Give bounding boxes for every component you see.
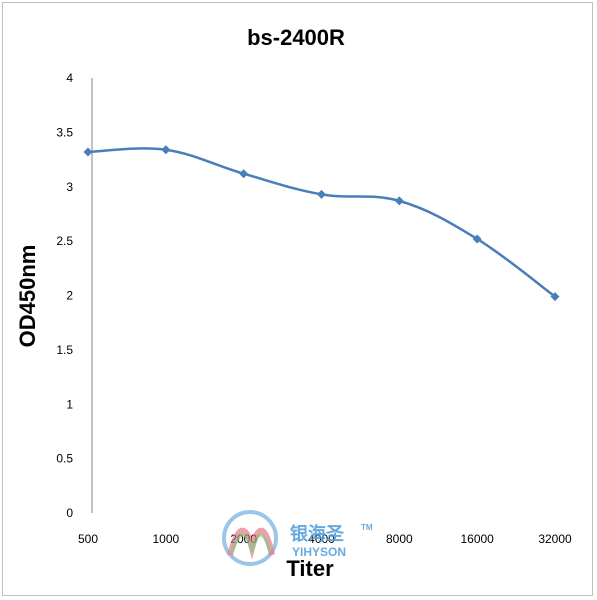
y-tick-label: 2 xyxy=(66,289,73,303)
watermark-logo: 银海圣 TM YIHYSON xyxy=(222,510,373,566)
series-line xyxy=(87,147,556,298)
data-point-marker xyxy=(161,145,171,155)
x-tick-label: 500 xyxy=(78,532,98,546)
y-tick-labels: 0 0.5 1 1.5 2 2.5 3 3.5 4 xyxy=(56,71,73,520)
y-tick-label: 0 xyxy=(66,506,73,520)
y-tick-label: 1 xyxy=(66,397,73,411)
y-tick-label: 2.5 xyxy=(56,234,73,248)
y-tick-label: 0.5 xyxy=(56,452,73,466)
data-point-marker xyxy=(239,169,249,179)
y-tick-label: 1.5 xyxy=(56,343,73,357)
x-tick-label: 4000 xyxy=(308,532,335,546)
x-tick-label: 32000 xyxy=(538,532,572,546)
watermark-text-en: YIHYSON xyxy=(292,545,346,559)
series-1 xyxy=(83,145,560,302)
data-point-marker xyxy=(83,147,93,157)
data-point-marker xyxy=(472,234,482,244)
data-point-marker xyxy=(317,189,326,199)
chart-title: bs-2400R xyxy=(247,25,345,50)
data-point-marker xyxy=(550,292,560,302)
x-axis-title: Titer xyxy=(286,556,334,581)
y-axis-title: OD450nm xyxy=(15,245,40,348)
watermark-tm: TM xyxy=(361,523,373,532)
data-point-marker xyxy=(394,196,404,206)
x-tick-labels: 500 1000 2000 4000 8000 16000 32000 xyxy=(78,532,572,546)
x-tick-label: 16000 xyxy=(460,532,494,546)
y-tick-label: 4 xyxy=(66,71,73,85)
x-tick-label: 8000 xyxy=(386,532,413,546)
watermark-text-cn: 银海圣 xyxy=(290,523,345,544)
y-tick-label: 3 xyxy=(66,180,73,194)
y-tick-label: 3.5 xyxy=(56,125,73,139)
x-tick-label: 1000 xyxy=(152,532,179,546)
